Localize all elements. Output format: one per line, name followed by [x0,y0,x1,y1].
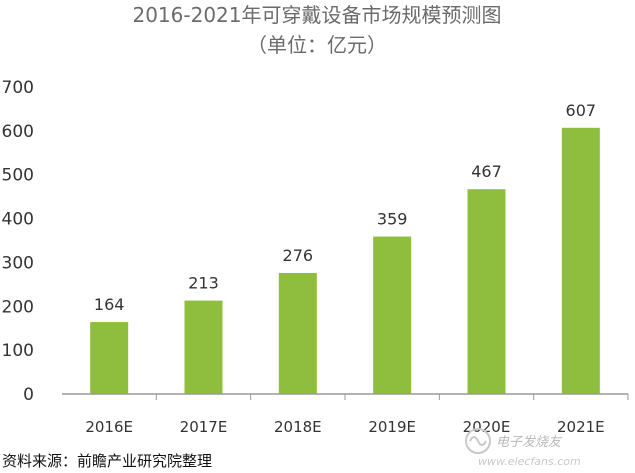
data-label-2016E: 164 [94,295,125,314]
y-tick-label: 100 [2,341,34,361]
bar-2020E [467,189,506,394]
chart-subtitle: （单位：亿元） [247,33,387,57]
data-label-2020E: 467 [471,162,502,181]
bars [90,127,600,394]
bar-2019E [373,236,412,394]
data-label-2021E: 607 [566,101,597,120]
x-axis-ticks: 2016E 2017E 2018E 2019E 2020E 2021E [85,394,629,436]
data-labels: 164 213 276 359 467 607 [94,101,596,314]
watermark-logo-icon [465,428,491,454]
y-tick-label: 300 [2,253,34,273]
watermark-url: www.elecfans.com [478,455,581,468]
x-tick-label-2020E: 2020E [463,418,511,436]
y-axis-ticks: 0 100 200 300 400 500 600 700 [2,78,34,405]
x-tick-label-2021E: 2021E [557,418,605,436]
y-tick-label: 600 [2,122,34,142]
bar-2018E [278,272,317,394]
bar-2016E [90,322,129,394]
x-tick-label-2018E: 2018E [274,418,322,436]
y-tick-label: 200 [2,297,34,317]
chart-title: 2016-2021年可穿戴设备市场规模预测图 [132,3,501,27]
data-label-2019E: 359 [377,210,408,229]
y-tick-label: 700 [2,78,34,98]
data-label-2018E: 276 [283,246,314,265]
source-note: 资料来源：前瞻产业研究院整理 [2,452,212,470]
bar-2021E [561,127,600,394]
bar-2017E [184,300,223,394]
x-tick-label-2016E: 2016E [85,418,133,436]
watermark-brand: 电子发烧友 [496,435,563,450]
x-tick-label-2017E: 2017E [180,418,228,436]
watermark: 电子发烧友 www.elecfans.com [465,428,581,468]
y-tick-label: 400 [2,210,34,230]
x-tick-label-2019E: 2019E [368,418,416,436]
data-label-2017E: 213 [188,274,219,293]
y-tick-label: 0 [23,385,34,405]
y-tick-label: 500 [2,166,34,186]
